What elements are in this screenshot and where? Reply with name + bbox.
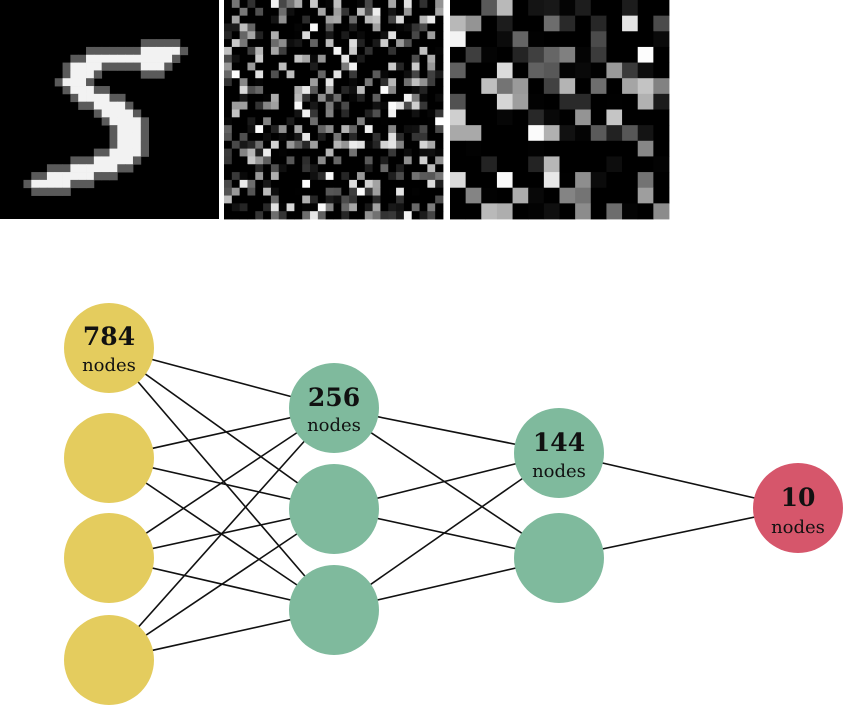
edge-hidden-1-0-to-hidden-2-1 (333, 407, 560, 559)
digit-five-image (0, 0, 219, 219)
hidden-2-node-1 (514, 513, 604, 603)
output-layer-count: 10 (781, 483, 816, 512)
image-strip (0, 0, 670, 220)
edge-input-3-to-hidden-1-0 (108, 407, 335, 661)
hidden1-layer-unit: nodes (307, 415, 361, 436)
edge-hidden-1-2-to-hidden-2-0 (333, 452, 560, 611)
hidden-1-node-2 (289, 565, 379, 655)
hidden-2-node-0 (514, 408, 604, 498)
input-node-2 (64, 513, 154, 603)
edge-input-0-to-hidden-1-2 (108, 347, 335, 611)
layer-labels: 784 nodes 256 nodes 144 nodes 10 nodes (82, 322, 825, 538)
hidden2-layer-count: 144 (533, 428, 585, 457)
edge-input-2-to-hidden-1-0 (108, 407, 335, 559)
input-layer-unit: nodes (82, 355, 136, 376)
input-node-3 (64, 615, 154, 705)
network-nodes (64, 303, 843, 705)
hidden2-layer-unit: nodes (532, 461, 586, 482)
edge-input-3-to-hidden-1-1 (108, 508, 335, 661)
input-node-0 (64, 303, 154, 393)
noise-image-2 (450, 0, 670, 220)
input-layer-count: 784 (83, 322, 135, 351)
input-node-1 (64, 413, 154, 503)
output-layer-unit: nodes (771, 517, 825, 538)
output-node-0 (753, 463, 843, 553)
noise-image-1 (224, 0, 444, 220)
network-edges (108, 347, 799, 661)
hidden1-layer-count: 256 (308, 383, 360, 412)
edge-input-0-to-hidden-1-1 (108, 347, 335, 510)
hidden-1-node-0 (289, 363, 379, 453)
hidden-1-node-1 (289, 464, 379, 554)
